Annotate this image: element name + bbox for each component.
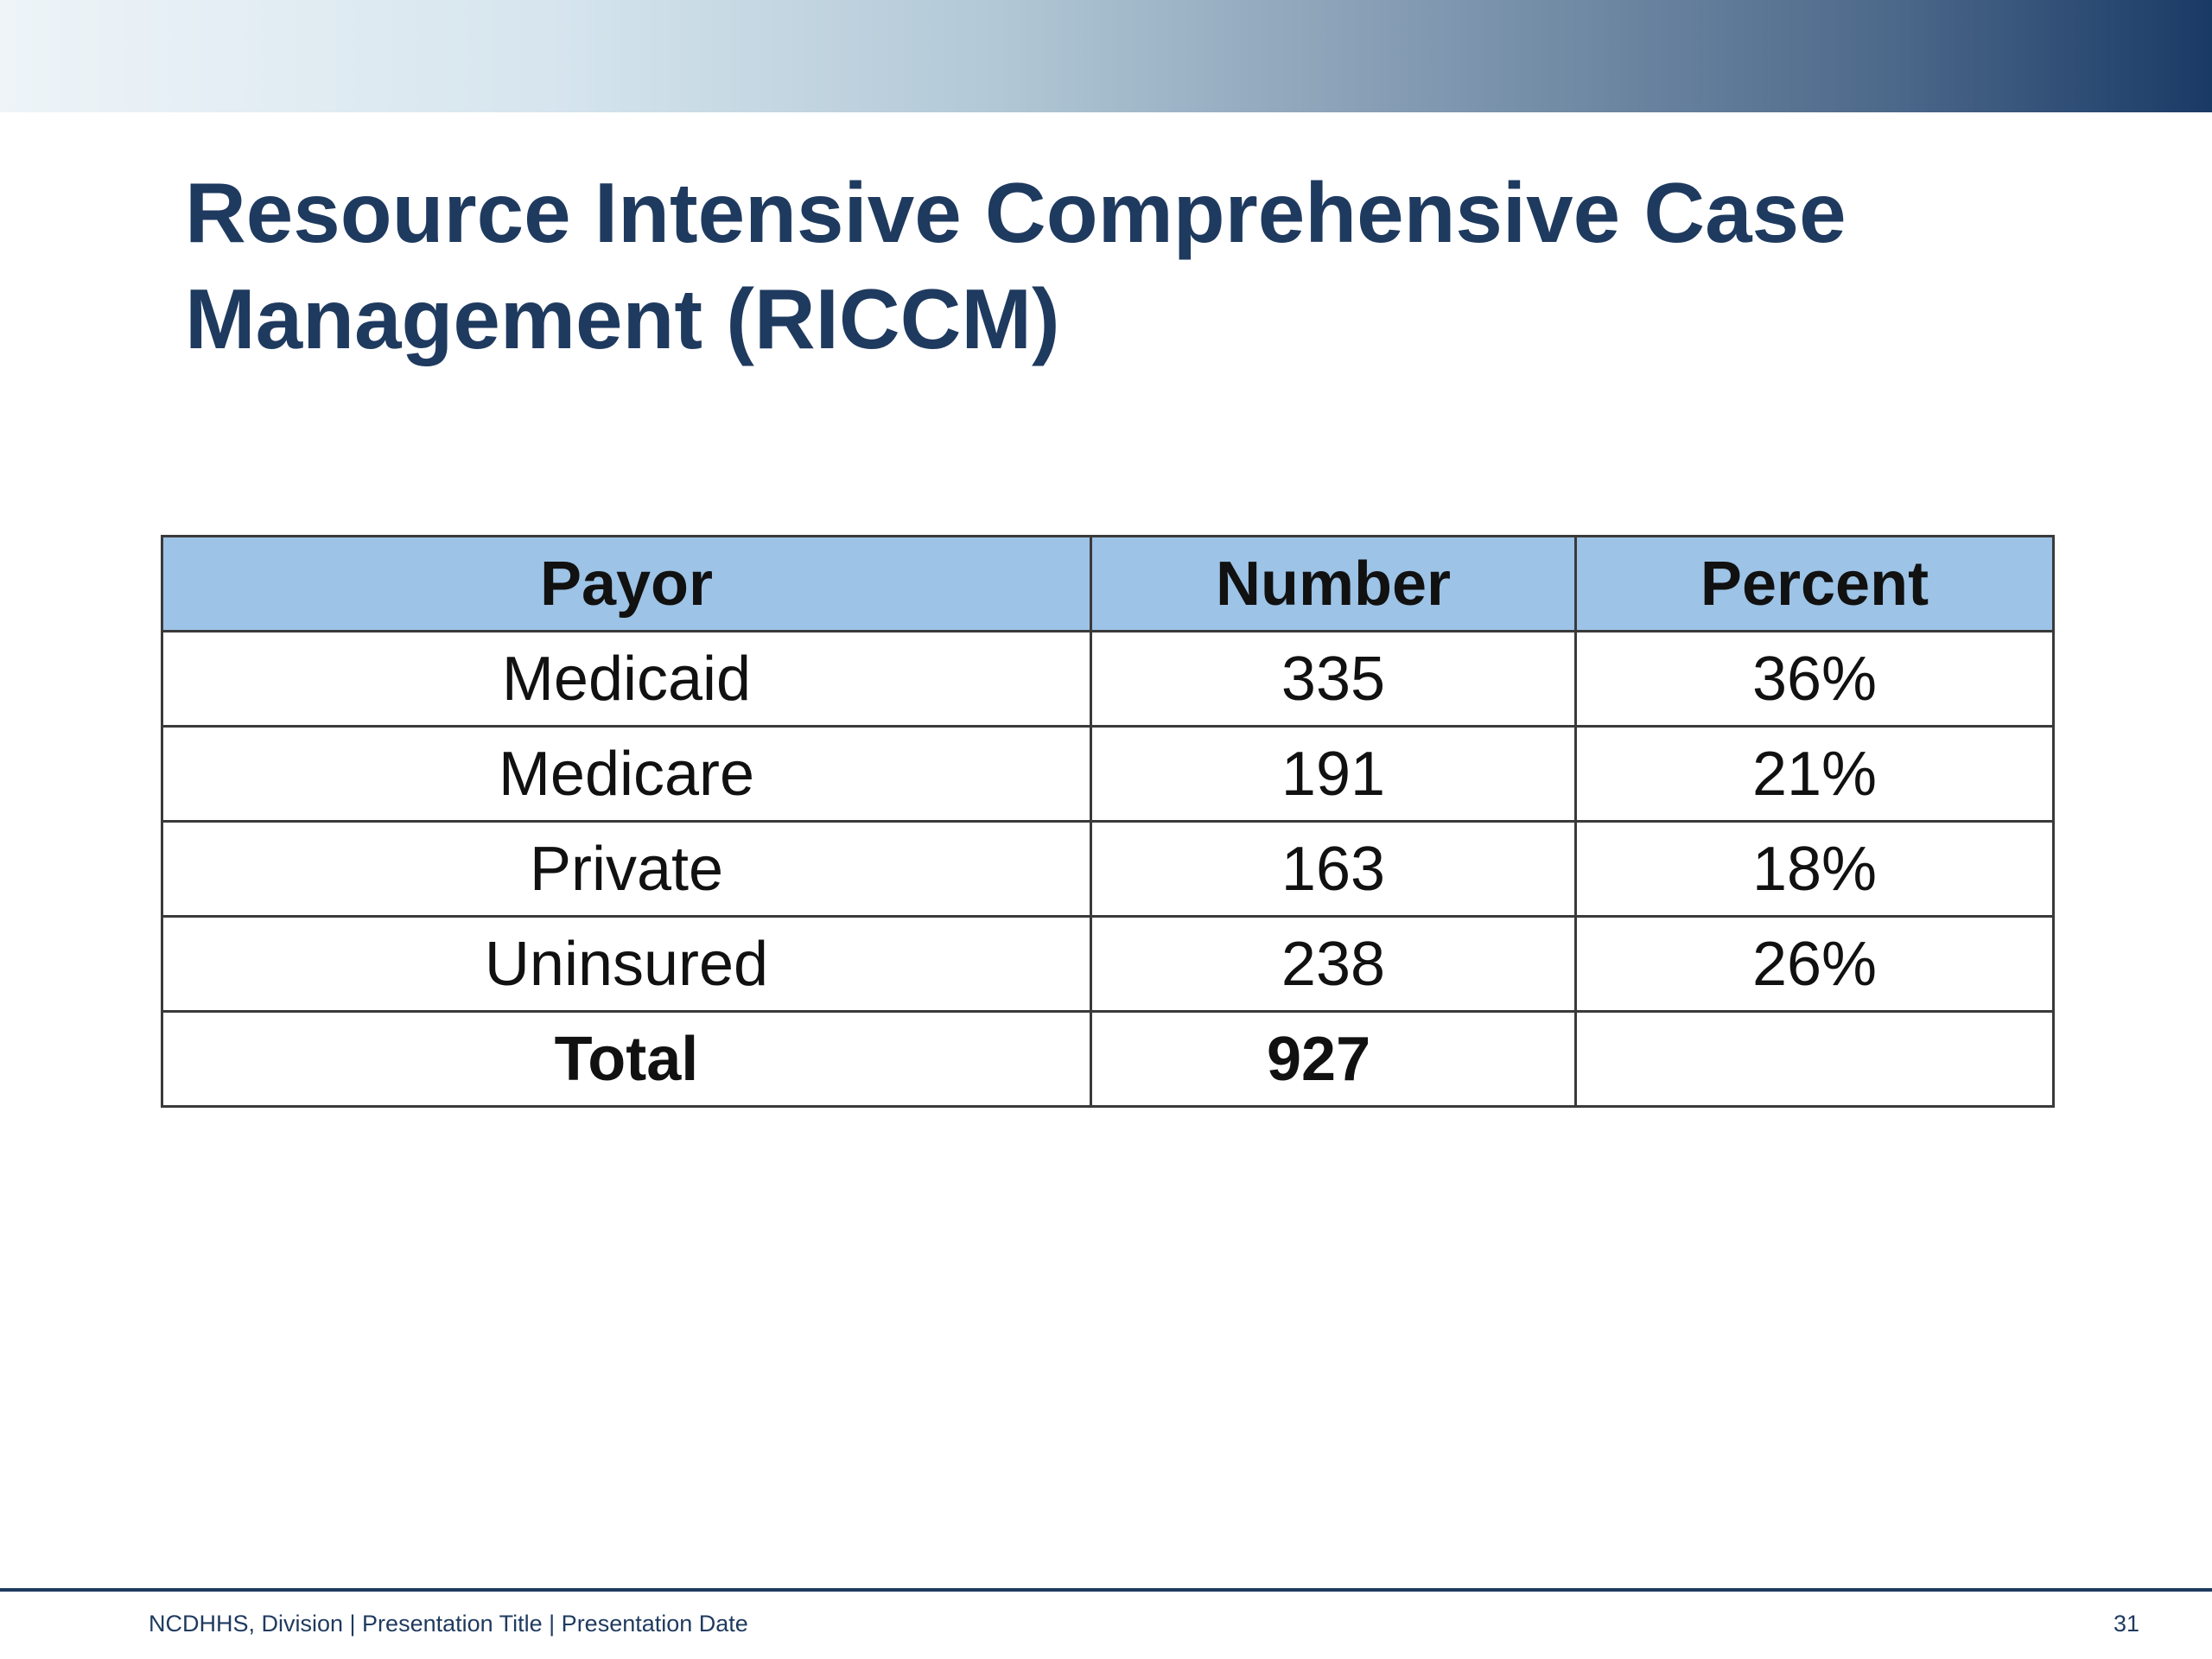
footer-rule — [0, 1588, 2212, 1592]
table-row: Uninsured 238 26% — [161, 915, 2055, 1013]
percent-cell: 26% — [1574, 915, 2055, 1013]
footer-text: NCDHHS, Division | Presentation Title | … — [149, 1611, 748, 1637]
payor-cell: Medicare — [161, 725, 1092, 823]
table-row: Medicare 191 21% — [161, 725, 2055, 823]
table-row: Private 163 18% — [161, 820, 2055, 918]
number-cell: 335 — [1090, 630, 1577, 728]
slide-title-line1: Resource Intensive Comprehensive Case — [185, 165, 1847, 260]
percent-cell: 21% — [1574, 725, 2055, 823]
page-number: 31 — [2113, 1611, 2139, 1637]
header-percent: Percent — [1574, 535, 2055, 632]
number-cell: 191 — [1090, 725, 1577, 823]
number-cell: 238 — [1090, 915, 1577, 1013]
table-row: Medicaid 335 36% — [161, 630, 2055, 728]
header-number: Number — [1090, 535, 1577, 632]
slide-title: Resource Intensive Comprehensive Case Ma… — [185, 160, 1999, 372]
top-banner — [0, 0, 2212, 112]
total-number: 927 — [1090, 1010, 1577, 1108]
table-header-row: Payor Number Percent — [161, 535, 2055, 632]
payor-table: Payor Number Percent Medicaid 335 36% Me… — [161, 535, 2055, 1108]
total-empty-cell — [1575, 1010, 2055, 1108]
percent-cell: 36% — [1574, 630, 2055, 728]
percent-cell: 18% — [1574, 820, 2055, 918]
number-cell: 163 — [1090, 820, 1577, 918]
total-label: Total — [161, 1010, 1092, 1108]
payor-cell: Uninsured — [161, 915, 1092, 1013]
header-payor: Payor — [161, 535, 1092, 632]
payor-cell: Medicaid — [161, 630, 1092, 728]
slide-title-line2: Management (RICCM) — [185, 271, 1060, 366]
payor-cell: Private — [161, 820, 1092, 918]
total-row: Total 927 — [161, 1010, 2055, 1108]
